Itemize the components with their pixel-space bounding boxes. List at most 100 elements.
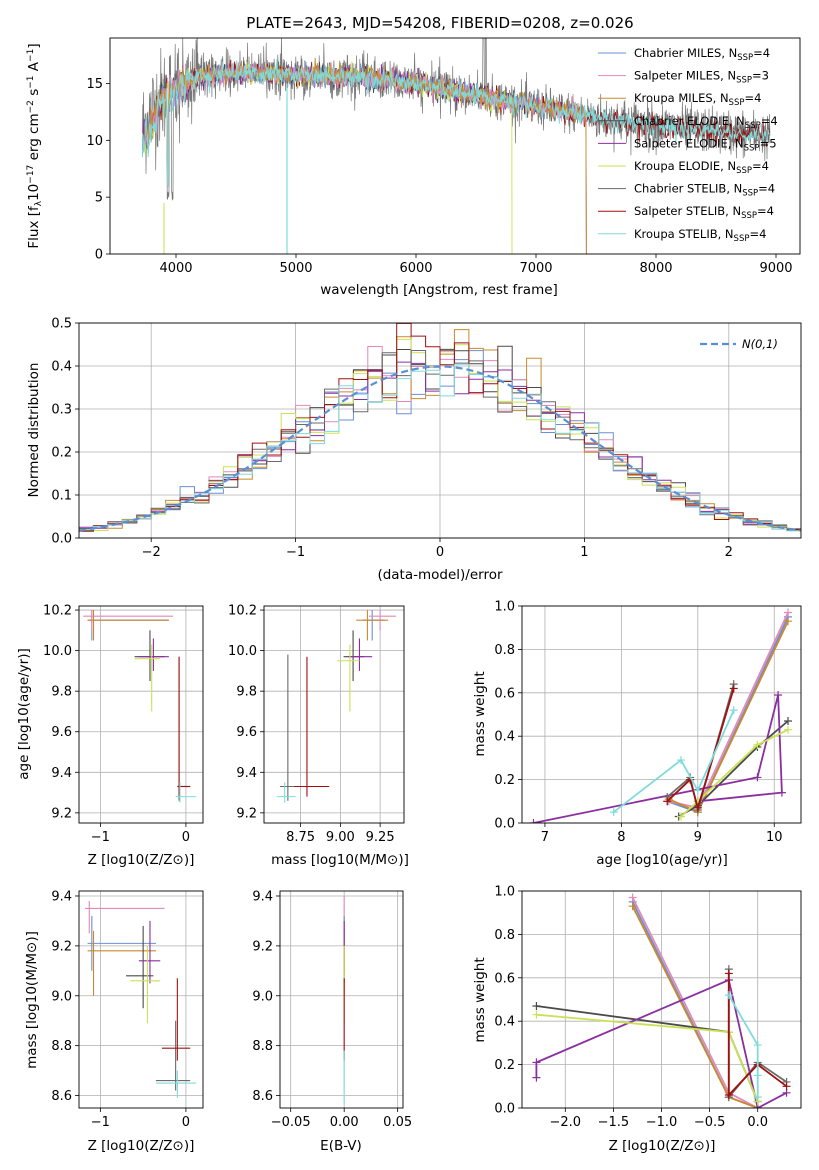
y-tick-label: 8.8	[252, 1039, 273, 1054]
axes-frame	[521, 605, 802, 824]
y-axis-label-part: ]	[26, 43, 42, 48]
y-axis-label-part: −2	[26, 100, 36, 113]
legend-sub: SSP	[737, 53, 753, 63]
axes-frame	[109, 37, 801, 255]
legend-sub: SSP	[729, 98, 745, 108]
x-tick-label: 0	[182, 1115, 190, 1130]
legend-sub: SSP	[736, 76, 752, 86]
y-tick-label: 9.0	[51, 989, 72, 1004]
x-tick-label: −0.5	[694, 1115, 726, 1130]
axes-spectrum: 4000 5000 6000 7000 8000 9000 0 5 10 15 Chabrier M…	[86, 37, 801, 276]
y-tick-label: 10.0	[228, 644, 257, 659]
histogram-kroupa-stelib	[79, 363, 801, 533]
x-tick-label: 8	[617, 830, 625, 845]
x-tick-label: 6000	[399, 261, 432, 276]
axes-age_vs_mass: 8.75 9.00 9.25 9.2 9.4 9.6 9.8 10.0 10.2	[228, 604, 405, 845]
x-tick-label: −0.05	[271, 1115, 311, 1130]
legend-label: Chabrier STELIB, NSSP=4	[634, 182, 775, 199]
weight-line	[631, 901, 759, 1108]
chart-title: PLATE=2643, MJD=54208, FIBERID=0208, z=0…	[246, 14, 633, 32]
x-tick-label: −1	[91, 830, 110, 845]
x-tick-label: 5000	[279, 261, 312, 276]
y-tick-label: 0.2	[51, 446, 72, 461]
x-tick-label: 0.00	[330, 1115, 359, 1130]
x-tick-label: −1	[286, 545, 305, 560]
legend-sub: SSP	[741, 211, 757, 221]
x-axis-label: mass [log10(M/M⊙)]	[271, 852, 409, 868]
x-axis-label: age [log10(age/yr)]	[596, 852, 728, 868]
y-tick-label: 0.4	[494, 730, 515, 745]
y-tick-label: 9.4	[51, 766, 72, 781]
axes-frame	[279, 890, 404, 1109]
y-axis-label: Normed distribution	[26, 363, 42, 498]
y-tick-label: 15	[86, 77, 103, 92]
x-tick-label: 0	[182, 830, 190, 845]
clipped-data	[276, 610, 397, 803]
y-tick-label: 9.2	[51, 806, 72, 821]
clipped-data	[84, 900, 197, 1099]
x-axis-label: wavelength [Angstrom, rest frame]	[320, 282, 558, 298]
legend-tail: =4	[749, 227, 766, 241]
y-axis-label-part: −17	[26, 165, 36, 184]
x-axis-label: E(B-V)	[320, 1138, 362, 1154]
axes-frame	[78, 322, 802, 539]
y-tick-label: 9.4	[236, 766, 257, 781]
legend: Chabrier MILES, NSSP=4 Salpeter MILES, NS…	[598, 46, 778, 244]
y-tick-label: 1.0	[494, 600, 515, 615]
weight-line	[728, 994, 759, 1098]
y-axis-label-part: 10	[26, 184, 42, 201]
y-tick-label: 0.2	[494, 1058, 515, 1073]
y-tick-label: 8.6	[252, 1089, 273, 1104]
axes-weight_vs_age: 7 8 9 10 0.0 0.2 0.4 0.6 0.8 1.0	[494, 600, 802, 845]
weight-marker	[729, 684, 738, 693]
weight-marker	[676, 756, 685, 765]
weight-marker	[532, 1010, 541, 1019]
x-tick-label: 7	[541, 830, 549, 845]
axes-frame	[521, 890, 802, 1109]
x-tick-label: 1	[580, 545, 588, 560]
y-axis-label-part: Flux [f	[26, 205, 42, 249]
y-tick-label: 0.0	[51, 532, 72, 547]
legend-tail: =4	[761, 114, 778, 128]
legend-label: Chabrier ELODIE, NSSP=4	[634, 114, 778, 131]
y-tick-label: 9.2	[236, 806, 257, 821]
model-spectrum-kroupa-stelib	[141, 58, 770, 187]
legend-sub: SSP	[745, 121, 761, 131]
y-tick-label: 9.2	[51, 939, 72, 954]
axes-weight_vs_Z: −2.0 −1.5 −1.0 −0.5 0.0 0.0 0.2 0.4 0.6 0.8 1.0	[494, 885, 802, 1130]
legend-sub: SSP	[742, 189, 758, 199]
x-tick-label: 9.00	[326, 830, 355, 845]
x-tick-label: −1	[91, 1115, 110, 1130]
x-tick-label: 9.25	[366, 830, 395, 845]
y-tick-label: 9.4	[252, 889, 273, 904]
x-tick-label: 0.0	[747, 1115, 768, 1130]
y-tick-label: 10.0	[43, 644, 72, 659]
weight-marker	[609, 808, 618, 817]
legend-tail: =4	[757, 204, 774, 218]
y-tick-label: 9.6	[236, 725, 257, 740]
weight-marker	[753, 1093, 762, 1102]
weight-marker	[628, 893, 637, 902]
legend-tail: =4	[753, 46, 770, 60]
y-axis-label: mass [log10(M/M⊙)]	[24, 931, 40, 1069]
legend-tail: =4	[758, 182, 775, 196]
x-tick-label: −2	[142, 545, 161, 560]
y-axis-label-part: s	[26, 89, 42, 100]
weight-marker	[784, 717, 793, 726]
weight-marker	[529, 819, 538, 823]
weight-line	[613, 709, 735, 813]
clipped-data	[529, 608, 793, 823]
weight-marker	[693, 803, 702, 812]
weight-marker	[693, 786, 702, 795]
weight-marker	[532, 1073, 541, 1082]
clipped-data	[83, 610, 197, 803]
x-tick-label: −2.0	[550, 1115, 582, 1130]
legend-tail: =3	[752, 69, 769, 83]
axes-frame	[263, 605, 405, 824]
x-tick-label: 8.75	[286, 830, 315, 845]
y-axis-label: Flux [fλ10−17 erg cm−2 s−1 A−1]	[26, 43, 44, 248]
x-tick-label: 8000	[639, 261, 672, 276]
y-tick-label: 0.8	[494, 643, 515, 658]
y-axis-label-part: −1	[26, 49, 36, 62]
